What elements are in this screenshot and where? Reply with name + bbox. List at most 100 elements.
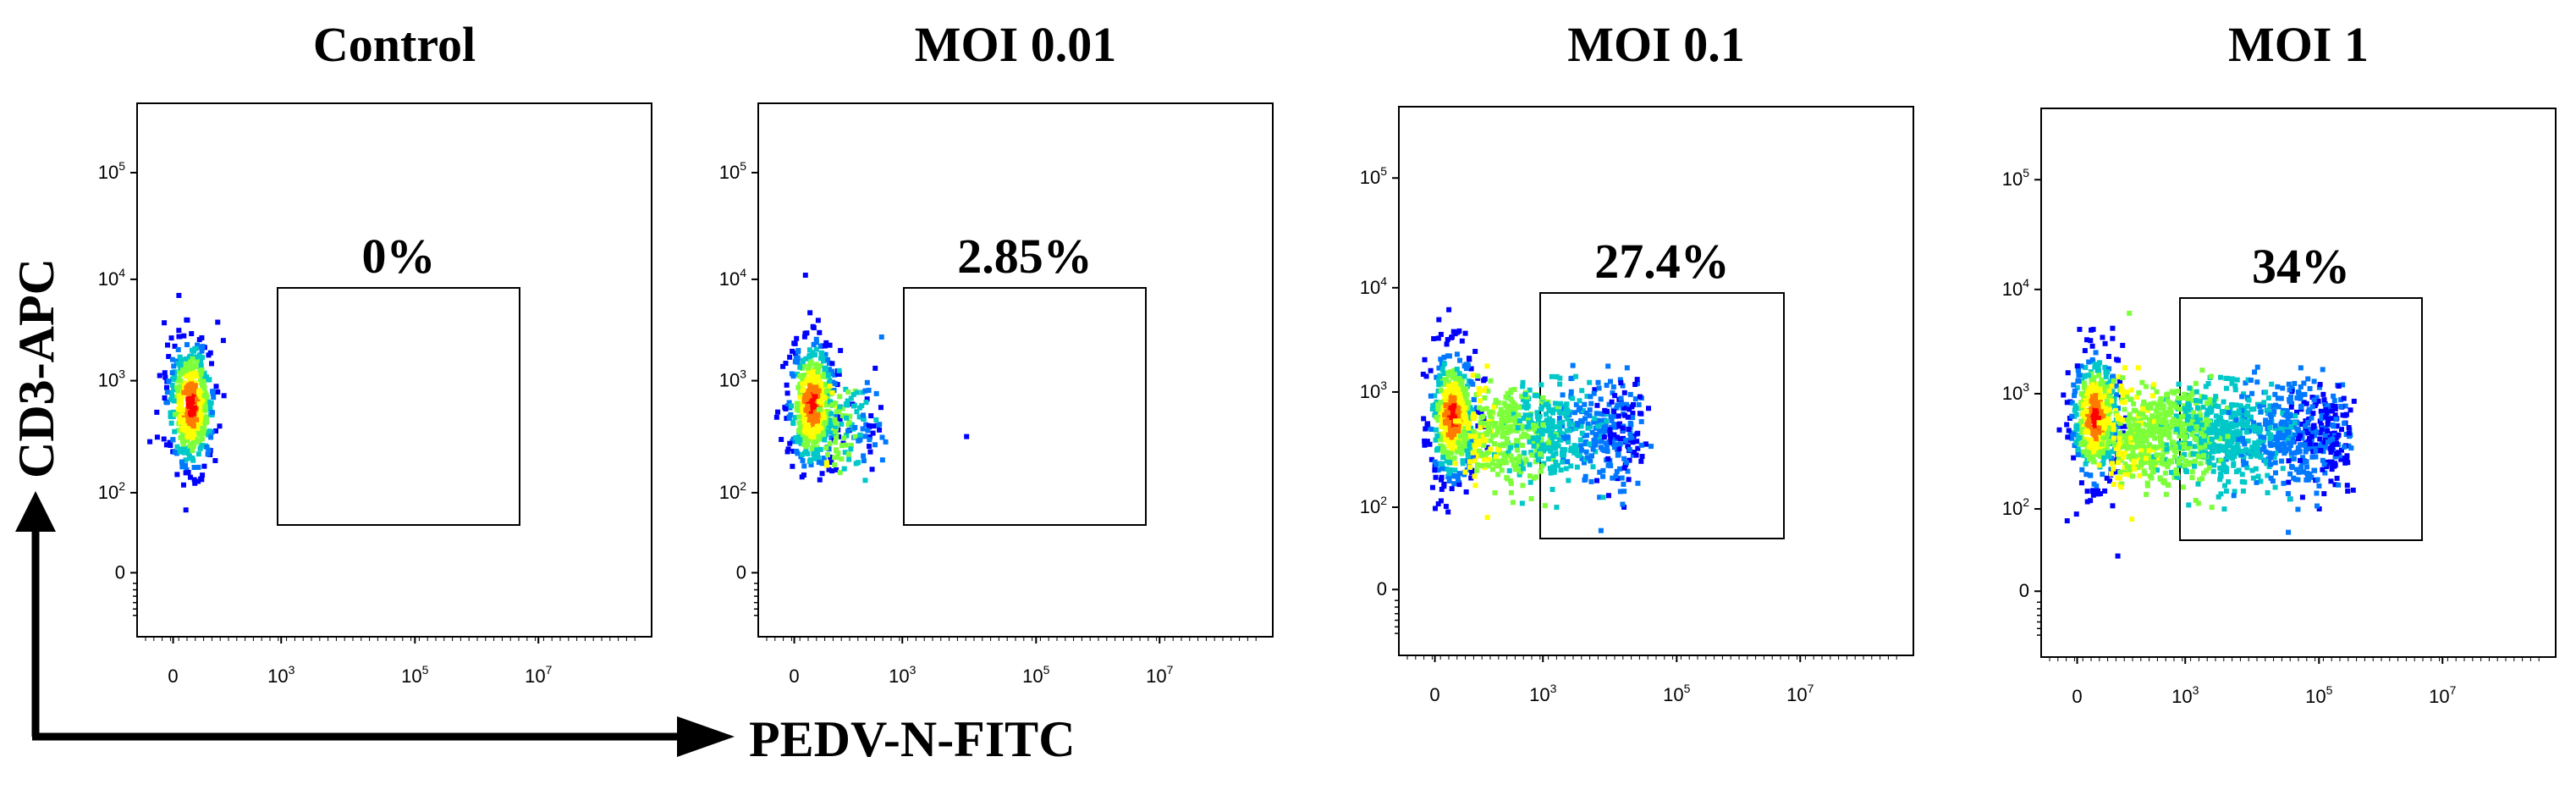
event-dot (2271, 454, 2277, 460)
event-dot (2129, 517, 2135, 522)
event-dot (2293, 409, 2299, 415)
event-dot (2120, 342, 2126, 348)
event-dot (2105, 416, 2111, 422)
event-dot (1617, 377, 1623, 383)
event-dot (169, 356, 175, 362)
event-dot (2100, 334, 2105, 340)
event-dot (1495, 400, 1501, 406)
event-dot (2204, 422, 2210, 428)
event-dot (1593, 439, 1599, 445)
event-dot (2292, 450, 2298, 456)
event-dot (206, 428, 212, 434)
event-dot (1615, 402, 1621, 408)
event-dot (2257, 403, 2263, 409)
event-dot (2298, 422, 2304, 428)
event-dot (1605, 456, 1611, 461)
event-dot (199, 477, 205, 483)
event-dot (2080, 409, 2086, 415)
event-dot (2313, 448, 2319, 454)
event-dot (823, 460, 829, 466)
event-dot (2319, 416, 2325, 422)
event-dot (198, 412, 204, 417)
event-dot (1436, 377, 1442, 383)
event-dot (2105, 369, 2111, 375)
event-dot (2146, 448, 2152, 454)
event-dot (190, 348, 196, 354)
event-dot (2310, 411, 2316, 417)
event-dot (2330, 422, 2336, 428)
event-dot (2286, 381, 2292, 387)
event-dot (169, 370, 175, 376)
event-dot (1549, 443, 1555, 449)
event-dot (2196, 454, 2202, 460)
event-dot (1461, 438, 1467, 444)
event-dot (2211, 462, 2217, 468)
event-dot (857, 432, 863, 438)
event-dot (814, 450, 820, 456)
event-dot (2136, 430, 2142, 436)
x-tick-label: 105 (2305, 683, 2332, 707)
event-dot (1621, 489, 1627, 494)
event-dot (2338, 447, 2344, 453)
event-dot (1484, 450, 1490, 456)
event-dot (1433, 427, 1439, 433)
event-dot (2320, 467, 2326, 472)
event-dot (1534, 438, 1540, 444)
event-dot (2234, 428, 2240, 434)
event-dot (779, 437, 784, 443)
event-dot (2218, 458, 2224, 464)
event-dot (2210, 423, 2216, 428)
event-dot (1489, 461, 1495, 467)
event-dot (2244, 422, 2250, 428)
event-dot (2154, 423, 2160, 429)
event-dot (797, 395, 803, 401)
event-dot (2271, 442, 2277, 448)
event-dot (1581, 460, 1587, 466)
x-tick-label: 107 (1146, 663, 1173, 687)
event-dot (1462, 426, 1468, 432)
event-dot (1630, 439, 1636, 445)
event-dot (1554, 373, 1560, 379)
event-dot (2201, 470, 2207, 476)
event-dot (2119, 387, 2125, 393)
event-dot (2111, 482, 2116, 488)
event-dot (1538, 404, 1544, 410)
event-dot (1621, 481, 1627, 487)
event-dot (2176, 461, 2182, 467)
event-dot (1462, 443, 1468, 449)
event-dot (2256, 425, 2262, 431)
event-dot (190, 427, 195, 433)
event-dot (2229, 376, 2235, 382)
event-dot (2244, 465, 2250, 471)
event-dot (1555, 462, 1560, 468)
event-dot (2261, 445, 2267, 450)
event-dot (1467, 459, 1472, 465)
event-dot (186, 402, 192, 408)
event-dot (2089, 371, 2094, 377)
event-dot (2263, 458, 2269, 464)
event-dot (2144, 407, 2150, 413)
event-dot (2336, 383, 2342, 389)
event-dot (1449, 334, 1455, 340)
event-dot (1445, 389, 1450, 395)
event-dot (813, 340, 819, 345)
event-dot (826, 367, 832, 373)
event-dot (1442, 425, 1448, 431)
event-dot (2097, 445, 2103, 450)
event-dot (833, 401, 839, 406)
event-dot (1452, 461, 1458, 467)
event-dot (1490, 433, 1496, 439)
event-dot (194, 401, 200, 407)
event-dot (1628, 434, 1634, 440)
event-dot (2174, 473, 2180, 479)
event-dot (2122, 461, 2128, 467)
y-tick-label: 103 (719, 367, 746, 391)
event-dot (806, 415, 812, 421)
event-dot (1485, 388, 1491, 394)
event-dot (1580, 407, 1586, 413)
event-dot (2170, 439, 2176, 445)
event-dot (2287, 398, 2293, 404)
event-dot (1620, 383, 1626, 389)
event-dot (2146, 442, 2152, 448)
event-dot (1579, 430, 1585, 436)
